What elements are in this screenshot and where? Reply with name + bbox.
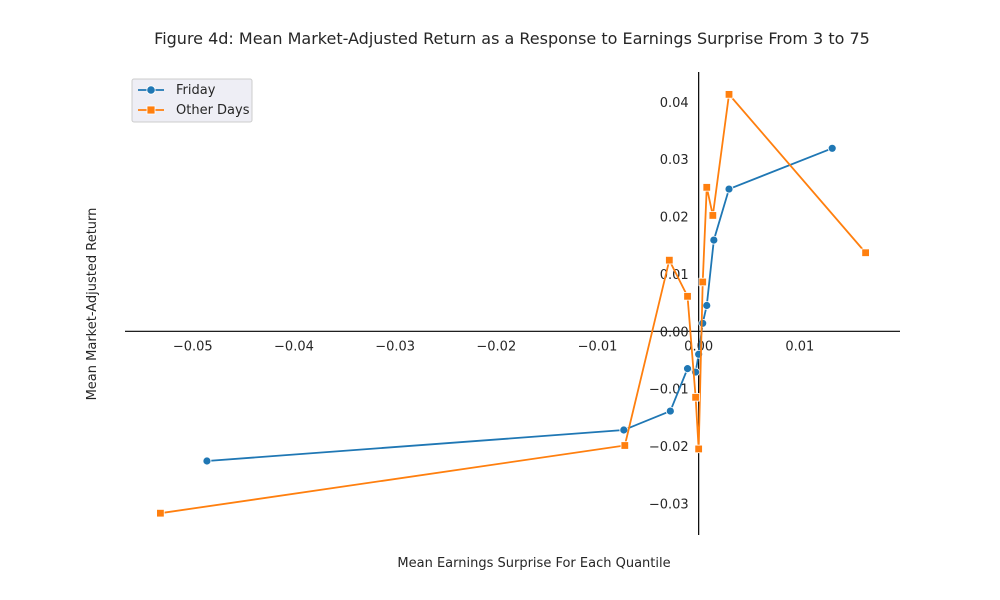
data-point-other-days xyxy=(691,393,700,402)
x-tick-label: −0.04 xyxy=(274,339,314,354)
data-point-friday xyxy=(619,425,629,435)
x-tick-label: −0.03 xyxy=(375,339,415,354)
chart-title: Figure 4d: Mean Market-Adjusted Return a… xyxy=(154,29,870,48)
y-tick-labels: −0.03−0.02−0.010.000.010.020.030.04 xyxy=(649,96,689,513)
data-point-friday xyxy=(683,364,692,374)
legend-label-other-days: Other Days xyxy=(176,103,250,118)
data-point-friday xyxy=(827,143,837,153)
series-line-other-days xyxy=(160,92,867,515)
x-tick-labels: −0.05 −0.04 −0.03 −0.02 −0.01 0.00 0.01 xyxy=(173,339,814,354)
x-tick-label: −0.01 xyxy=(578,339,618,354)
x-tick-label: −0.02 xyxy=(476,339,516,354)
y-tick-label: 0.04 xyxy=(660,96,689,111)
legend-label-friday: Friday xyxy=(176,83,216,98)
y-axis-label: Mean Market-Adjusted Return xyxy=(85,208,100,401)
data-point-friday xyxy=(724,184,734,194)
data-point-friday xyxy=(709,235,719,245)
data-point-other-days xyxy=(620,441,630,450)
data-point-other-days xyxy=(156,508,165,518)
data-point-friday xyxy=(702,301,712,310)
x-tick-label: 0.01 xyxy=(785,339,814,354)
data-point-friday xyxy=(202,456,212,466)
series-layer xyxy=(156,90,870,518)
legend: Friday Other Days xyxy=(131,78,253,123)
data-point-other-days xyxy=(665,255,674,265)
data-point-other-days xyxy=(694,444,703,454)
data-point-other-days xyxy=(683,292,692,301)
y-tick-label: 0.00 xyxy=(660,325,689,340)
x-axis-label: Mean Earnings Surprise For Each Quantile xyxy=(397,556,670,571)
legend-marker-friday xyxy=(146,85,156,95)
data-point-other-days xyxy=(698,277,707,287)
series-line-friday xyxy=(206,147,833,462)
data-point-other-days xyxy=(861,248,870,257)
y-tick-label: −0.01 xyxy=(649,383,689,398)
y-tick-label: 0.03 xyxy=(660,153,689,168)
data-point-other-days xyxy=(724,90,734,99)
data-point-friday xyxy=(698,318,708,328)
data-point-other-days xyxy=(702,183,711,192)
legend-marker-other-days xyxy=(146,105,156,115)
data-point-friday xyxy=(665,406,675,416)
data-point-other-days xyxy=(708,211,718,220)
y-tick-label: −0.02 xyxy=(649,440,689,455)
series-friday xyxy=(202,143,837,466)
y-tick-label: 0.02 xyxy=(660,211,689,226)
series-other-days xyxy=(156,90,870,518)
y-tick-label: −0.03 xyxy=(649,497,689,512)
x-tick-label: −0.05 xyxy=(173,339,213,354)
